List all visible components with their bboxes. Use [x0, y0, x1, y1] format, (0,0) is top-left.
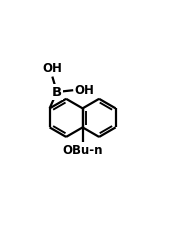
Text: OBu-n: OBu-n	[62, 144, 103, 157]
Text: B: B	[52, 86, 62, 98]
Text: OH: OH	[74, 84, 94, 97]
Text: OH: OH	[42, 62, 62, 75]
